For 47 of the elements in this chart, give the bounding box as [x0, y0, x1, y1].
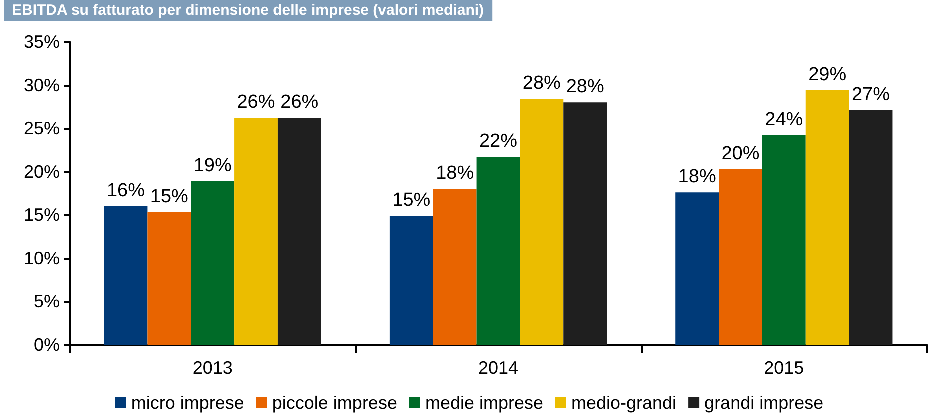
data-label: 28%: [522, 73, 562, 94]
bar: [433, 189, 477, 345]
bar: [104, 206, 148, 345]
legend-label: medie imprese: [425, 393, 544, 413]
bar: [476, 157, 520, 345]
bar: [719, 169, 762, 345]
bar: [762, 135, 806, 345]
y-tick-label: 10%: [24, 248, 60, 268]
bar: [278, 118, 322, 345]
bar: [849, 110, 893, 345]
data-label: 18%: [436, 163, 474, 184]
data-label: 16%: [106, 180, 146, 202]
data-label: 15%: [392, 190, 431, 212]
y-tick-label: 30%: [24, 75, 60, 96]
data-label: 18%: [678, 166, 716, 188]
x-tick-label: 2014: [478, 358, 519, 378]
data-label: 22%: [479, 131, 518, 152]
y-tick-label: 15%: [24, 205, 60, 226]
bar: [148, 212, 192, 345]
data-label: 26%: [280, 92, 319, 114]
y-tick-label: 35%: [24, 32, 60, 52]
bar: [191, 181, 235, 345]
bar: [676, 192, 720, 345]
data-label: 29%: [808, 64, 847, 86]
legend-label: grandi imprese: [704, 393, 824, 413]
bar: [520, 99, 564, 345]
data-label: 28%: [566, 76, 604, 98]
x-tick-label: 2013: [192, 358, 233, 378]
bar: [234, 118, 278, 345]
y-tick-label: 25%: [24, 118, 60, 139]
y-tick-label: 0%: [34, 335, 60, 355]
data-label: 15%: [150, 186, 189, 208]
bar: [564, 102, 608, 345]
legend-label: micro imprese: [131, 393, 244, 413]
y-tick-label: 5%: [34, 292, 60, 312]
y-tick-label: 20%: [24, 162, 60, 182]
data-label: 19%: [194, 155, 232, 176]
data-label: 27%: [852, 84, 890, 106]
chart-title: EBITDA su fatturato per dimensione delle imprese (valori mediani): [12, 2, 484, 19]
legend-label: medio-grandi: [572, 393, 677, 413]
data-label: 20%: [722, 143, 760, 164]
data-label: 26%: [237, 92, 276, 114]
x-tick-label: 2015: [764, 358, 804, 378]
legend-label: piccole imprese: [272, 393, 398, 413]
bar: [390, 216, 434, 345]
data-label: 24%: [765, 109, 804, 130]
bar: [806, 90, 850, 345]
